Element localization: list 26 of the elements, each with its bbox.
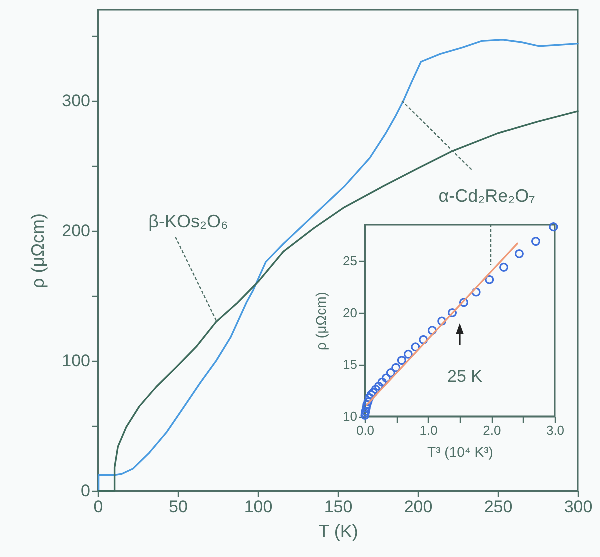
- y-tick-label: 10: [343, 408, 358, 424]
- x-tick-label: 1.0: [420, 422, 438, 438]
- x-axis-title: T³ (10⁴ K³): [428, 444, 494, 460]
- x-tick-label: 2.0: [483, 422, 502, 438]
- y-axis-title: ρ (μΩcm): [313, 292, 330, 350]
- x-axis-title: T (K): [318, 522, 358, 542]
- y-tick-label: 200: [62, 222, 90, 240]
- y-tick-label: 15: [343, 356, 358, 372]
- x-tick-label: 0.0: [356, 422, 375, 438]
- x-tick-label: 100: [244, 498, 273, 516]
- y-tick-label: 300: [62, 92, 90, 110]
- y-tick-label: 25: [343, 253, 358, 268]
- annotation: α-Cd₂Re₂O₇: [438, 186, 536, 206]
- x-tick-label: 150: [324, 498, 353, 516]
- x-tick-label: 200: [404, 498, 433, 516]
- annotation: 25 K: [448, 366, 484, 386]
- y-tick-label: 100: [62, 352, 90, 370]
- x-tick-label: 3.0: [546, 422, 565, 438]
- x-tick-label: 250: [484, 498, 513, 516]
- x-tick-label: 50: [169, 498, 188, 516]
- y-axis-title: ρ (μΩcm): [28, 213, 48, 289]
- annotation: β-KOs₂O₆: [148, 212, 228, 232]
- y-tick-label: 20: [343, 304, 358, 320]
- y-tick-label: 0: [81, 482, 90, 500]
- x-tick-label: 0: [94, 498, 104, 516]
- x-tick-label: 300: [564, 498, 593, 516]
